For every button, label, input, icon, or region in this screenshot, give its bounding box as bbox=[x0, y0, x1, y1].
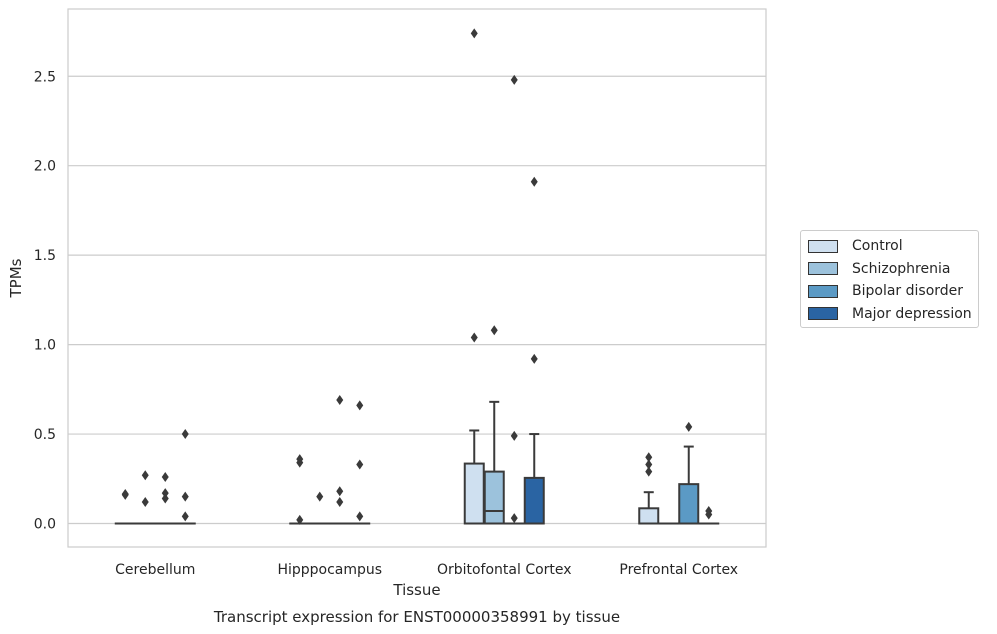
legend-item-control: Control bbox=[807, 235, 972, 258]
outlier-point bbox=[356, 511, 364, 522]
outlier-point bbox=[510, 430, 518, 441]
x-tick-label: Hipppocampus bbox=[277, 562, 382, 578]
legend-label-schizophrenia: Schizophrenia bbox=[852, 260, 951, 277]
outlier-point bbox=[181, 491, 189, 502]
x-tick-label: Cerebellum bbox=[115, 562, 195, 578]
outlier-point bbox=[356, 459, 364, 470]
outlier-point bbox=[510, 74, 518, 85]
outlier-point bbox=[141, 470, 149, 481]
outlier-point bbox=[121, 488, 129, 499]
y-tick-label: 2.5 bbox=[34, 69, 56, 85]
x-tick-label: Orbitofontal Cortex bbox=[437, 562, 572, 578]
grid-lines bbox=[68, 75, 766, 525]
y-tick-label: 1.0 bbox=[34, 338, 56, 354]
outlier-point bbox=[470, 332, 478, 343]
legend-swatch-major-depression bbox=[808, 307, 838, 321]
box-layer bbox=[114, 400, 720, 525]
outlier-point bbox=[336, 486, 344, 497]
outlier-point bbox=[296, 454, 304, 465]
outlier-point bbox=[470, 28, 478, 39]
outlier-point bbox=[645, 459, 653, 470]
box bbox=[523, 476, 545, 525]
legend-label-bipolar-disorder: Bipolar disorder bbox=[852, 283, 964, 300]
outlier-point bbox=[336, 497, 344, 508]
outlier-point bbox=[356, 400, 364, 411]
legend-item-schizophrenia: Schizophrenia bbox=[807, 258, 972, 281]
x-tick-label: Prefrontal Cortex bbox=[619, 562, 738, 578]
x-axis-ticks: Cerebellum Hipppocampus Orbitofontal Corte… bbox=[115, 562, 738, 578]
outlier-point bbox=[161, 488, 169, 499]
outlier-point bbox=[181, 429, 189, 440]
chart-title: Transcript expression for ENST0000035899… bbox=[213, 608, 620, 626]
box bbox=[678, 483, 700, 525]
y-tick-label: 0.0 bbox=[34, 517, 56, 533]
y-tick-label: 2.0 bbox=[34, 159, 56, 175]
outlier-layer bbox=[121, 28, 713, 525]
outlier-point bbox=[161, 471, 169, 482]
y-tick-label: 1.5 bbox=[34, 248, 56, 264]
legend-swatch-schizophrenia bbox=[808, 262, 838, 276]
outlier-point bbox=[336, 395, 344, 406]
outlier-point bbox=[296, 514, 304, 525]
box bbox=[638, 507, 660, 525]
y-axis-title: TPMs bbox=[7, 258, 25, 298]
legend-label-control: Control bbox=[852, 238, 903, 255]
outlier-point bbox=[530, 353, 538, 364]
legend-label-major-depression: Major depression bbox=[852, 305, 972, 322]
legend-swatch-control bbox=[808, 239, 838, 253]
plot-area-frame bbox=[67, 8, 767, 548]
outlier-point bbox=[530, 176, 538, 187]
outlier-point bbox=[490, 325, 498, 336]
legend-item-bipolar-disorder: Bipolar disorder bbox=[807, 280, 972, 303]
outlier-point bbox=[161, 493, 169, 504]
legend-item-major-depression: Major depression bbox=[807, 303, 972, 326]
outlier-point bbox=[181, 511, 189, 522]
y-tick-label: 0.5 bbox=[34, 427, 56, 443]
outlier-point bbox=[685, 421, 693, 432]
legend: Control Schizophrenia Bipolar disorder M… bbox=[800, 230, 979, 328]
outlier-point bbox=[705, 505, 713, 516]
legend-swatch-bipolar-disorder bbox=[808, 284, 838, 298]
outlier-point bbox=[645, 452, 653, 463]
outlier-point bbox=[645, 466, 653, 477]
outlier-point bbox=[510, 513, 518, 524]
y-axis-ticks: 0.0 0.5 1.0 1.5 2.0 2.5 bbox=[34, 69, 56, 532]
outlier-point bbox=[316, 491, 324, 502]
outlier-point bbox=[141, 497, 149, 508]
box bbox=[463, 462, 485, 525]
x-axis-title: Tissue bbox=[392, 581, 440, 599]
box bbox=[483, 470, 505, 525]
